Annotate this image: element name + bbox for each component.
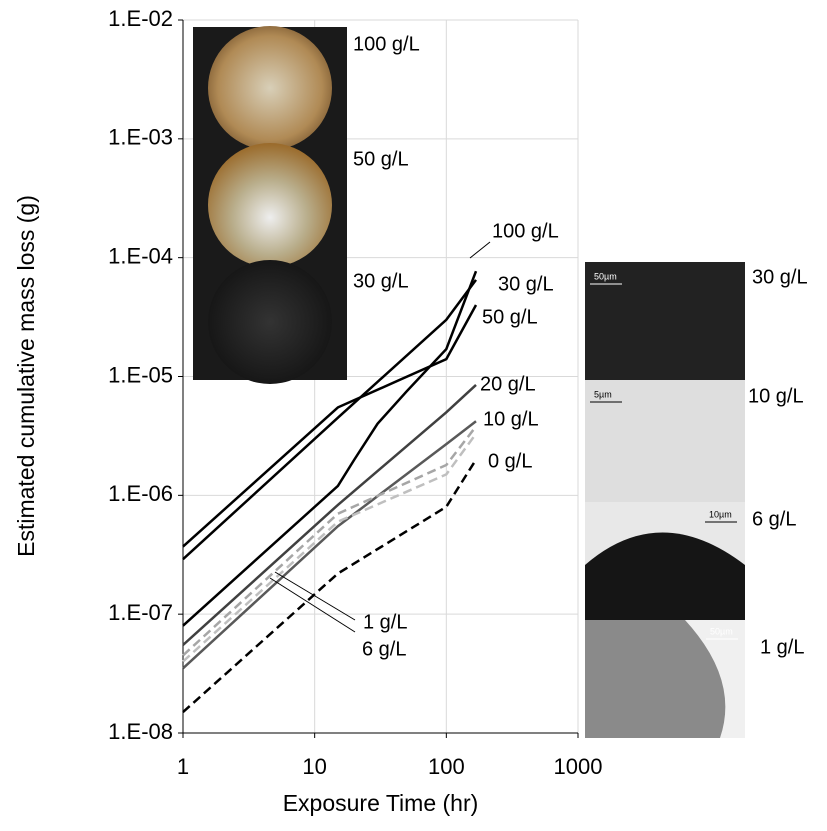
- series-line: [182, 432, 478, 663]
- y-tick-label: 1.E-02: [108, 6, 173, 31]
- x-tick-label: 100: [428, 754, 465, 779]
- leader-line: [269, 577, 356, 633]
- x-tick-label: 10: [302, 754, 326, 779]
- leader-line: [274, 571, 356, 621]
- scale-bar-label: 50µm: [594, 271, 617, 281]
- scale-bar-label: 50µm: [710, 626, 733, 636]
- micrograph-shape: [685, 620, 745, 738]
- series-line: [182, 420, 477, 670]
- series-label: 1 g/L: [363, 611, 407, 633]
- micrograph-shape: [585, 532, 745, 620]
- inset-photos: [193, 26, 745, 738]
- photo-disc: [208, 143, 332, 267]
- micrograph-label: 30 g/L: [752, 266, 808, 288]
- photo-disc: [208, 26, 332, 150]
- y-tick-label: 1.E-06: [108, 481, 173, 506]
- series-label: 0 g/L: [488, 450, 532, 472]
- series-label: 100 g/L: [492, 220, 559, 242]
- series-label: 20 g/L: [480, 373, 536, 395]
- series-line: [182, 279, 478, 561]
- micrograph-label: 1 g/L: [760, 636, 804, 658]
- x-tick-label: 1000: [554, 754, 603, 779]
- inset-label: 50 g/L: [353, 148, 409, 170]
- series-label: 50 g/L: [482, 306, 538, 328]
- series-line: [182, 458, 478, 714]
- micrograph: [585, 262, 745, 380]
- y-tick-label: 1.E-05: [108, 362, 173, 387]
- series-label: 10 g/L: [483, 408, 539, 430]
- leader-line: [469, 241, 491, 259]
- micrograph-label: 10 g/L: [748, 385, 804, 407]
- inset-label: 100 g/L: [353, 33, 420, 55]
- scale-bar-label: 10µm: [709, 509, 732, 519]
- y-tick-label: 1.E-08: [108, 719, 173, 744]
- series-label: 30 g/L: [498, 273, 554, 295]
- series-line: [182, 425, 477, 657]
- inset-label: 30 g/L: [353, 270, 409, 292]
- x-tick-label: 1: [177, 754, 189, 779]
- scale-bar-label: 5µm: [594, 389, 612, 399]
- y-tick-label: 1.E-07: [108, 600, 173, 625]
- x-axis-title: Exposure Time (hr): [283, 790, 479, 816]
- y-axis-title: Estimated cumulative mass loss (g): [13, 195, 39, 557]
- photo-disc: [208, 260, 332, 384]
- micrograph-label: 6 g/L: [752, 508, 796, 530]
- series-label: 6 g/L: [362, 638, 406, 660]
- series-line: [182, 270, 478, 627]
- y-tick-label: 1.E-04: [108, 243, 173, 268]
- y-tick-label: 1.E-03: [108, 125, 173, 150]
- series-line: [182, 304, 478, 548]
- series-line: [182, 383, 477, 646]
- micrograph: [585, 380, 745, 502]
